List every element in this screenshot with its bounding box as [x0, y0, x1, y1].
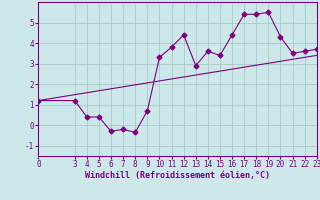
- X-axis label: Windchill (Refroidissement éolien,°C): Windchill (Refroidissement éolien,°C): [85, 171, 270, 180]
